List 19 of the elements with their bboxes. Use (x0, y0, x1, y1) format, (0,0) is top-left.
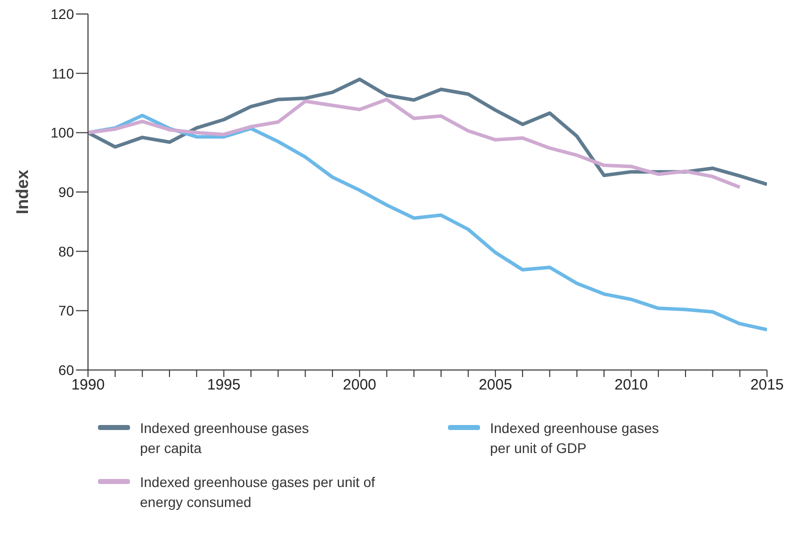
y-tick-label: 90 (58, 184, 74, 200)
x-tick-label: 2005 (478, 376, 512, 394)
line-series (88, 78, 767, 186)
y-tick-label: 110 (52, 65, 74, 82)
x-tick-label: 2000 (342, 376, 376, 394)
x-tick-label: 1990 (71, 376, 105, 394)
y-axis-title: Index (13, 169, 32, 214)
legend-label: Indexed greenhouse gases per unit of energy consumed (140, 473, 376, 512)
legend-label: Indexed greenhouse gases per unit of GDP (490, 419, 660, 458)
legend-label: Indexed greenhouse gases per capita (140, 419, 310, 458)
y-tick-label: 60 (58, 362, 74, 378)
y-tick-label: 80 (58, 243, 74, 260)
x-tick-label: 2015 (750, 376, 784, 394)
line-series (88, 98, 742, 190)
y-tick-label: 70 (58, 302, 74, 319)
y-tick-label: 120 (50, 6, 74, 22)
y-tick-label: 100 (50, 124, 74, 141)
x-tick-label: 1995 (207, 376, 240, 394)
x-tick-label: 2010 (614, 376, 648, 394)
